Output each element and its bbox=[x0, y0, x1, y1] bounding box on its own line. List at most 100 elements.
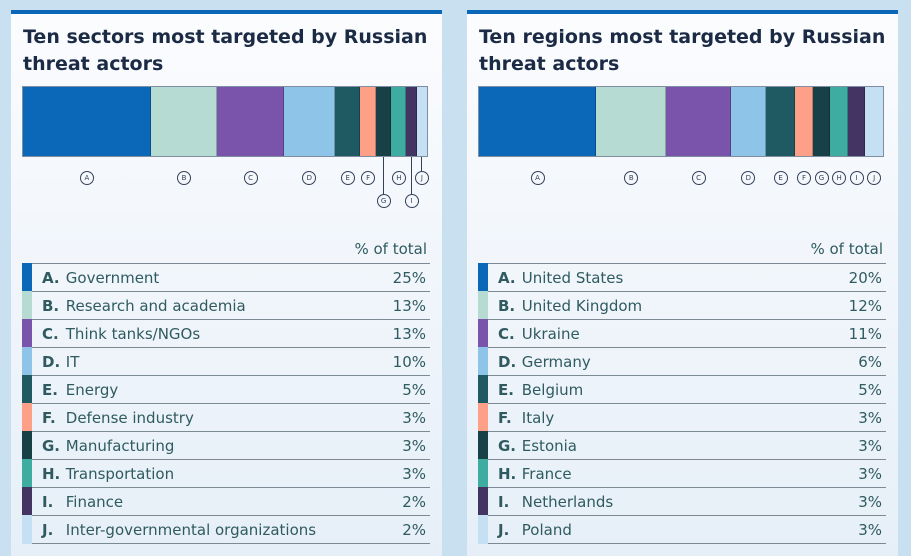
row-percent: 3% bbox=[858, 436, 882, 455]
row-name: Finance bbox=[61, 492, 124, 511]
bar-segment-i bbox=[847, 87, 866, 156]
bar-segment-d bbox=[730, 87, 766, 156]
segment-marker-g: G bbox=[376, 194, 391, 208]
row-letter: B. bbox=[42, 296, 60, 315]
color-swatch bbox=[22, 487, 32, 516]
color-swatch bbox=[478, 375, 488, 404]
color-swatch bbox=[22, 403, 32, 432]
table-row: F. Italy 3% bbox=[478, 403, 886, 432]
row-letter: E. bbox=[498, 380, 514, 399]
row-percent: 6% bbox=[858, 352, 882, 371]
row-percent: 10% bbox=[392, 352, 426, 371]
segment-marker-g: G bbox=[814, 171, 829, 185]
row-percent: 5% bbox=[858, 380, 882, 399]
bar-segment-g bbox=[812, 87, 831, 156]
bar-segment-e bbox=[334, 87, 361, 156]
row-name: Energy bbox=[61, 380, 119, 399]
segment-marker-b: B bbox=[624, 171, 639, 185]
bar-segment-i bbox=[406, 87, 417, 156]
table-row: I. Finance 2% bbox=[22, 487, 430, 516]
table-row: H. France 3% bbox=[478, 459, 886, 488]
color-swatch bbox=[22, 431, 32, 460]
row-letter: B. bbox=[498, 296, 516, 315]
color-swatch bbox=[478, 403, 488, 432]
table-row: C. Ukraine 11% bbox=[478, 319, 886, 348]
color-swatch bbox=[22, 319, 32, 348]
color-swatch bbox=[22, 291, 32, 320]
row-name: Estonia bbox=[517, 436, 577, 455]
bar-segment-c bbox=[217, 87, 284, 156]
bar-segment-g bbox=[375, 87, 392, 156]
row-letter: H. bbox=[42, 464, 61, 483]
row-label: B. United Kingdom bbox=[498, 297, 642, 315]
bar-segment-f bbox=[360, 87, 376, 156]
row-label: E. Belgium bbox=[498, 381, 583, 399]
row-label: D. IT bbox=[42, 353, 79, 371]
row-name: Research and academia bbox=[61, 296, 246, 315]
color-swatch bbox=[478, 263, 488, 292]
table-row: J. Inter-governmental organizations 2% bbox=[22, 515, 430, 544]
row-label: I. Netherlands bbox=[498, 493, 613, 511]
chart-title: Ten regions most targeted by Russian thr… bbox=[479, 26, 886, 75]
row-name: Netherlands bbox=[517, 492, 614, 511]
row-percent: 25% bbox=[392, 268, 426, 287]
row-name: Ukraine bbox=[517, 324, 580, 343]
bar-segment-b bbox=[596, 87, 667, 156]
row-label: A. United States bbox=[498, 269, 623, 287]
row-name: Poland bbox=[517, 520, 572, 539]
bar-segment-a bbox=[23, 87, 151, 156]
row-name: Manufacturing bbox=[61, 436, 175, 455]
sectors-panel: Ten sectors most targeted by Russian thr… bbox=[11, 10, 442, 556]
leader-line bbox=[421, 157, 423, 171]
segment-marker-a: A bbox=[530, 171, 545, 185]
table-row: J. Poland 3% bbox=[478, 515, 886, 544]
row-letter: I. bbox=[498, 492, 510, 511]
row-letter: I. bbox=[42, 492, 54, 511]
row-name: United States bbox=[517, 268, 624, 287]
legend-table: A. United States 20% B. United Kingdom 12% C… bbox=[478, 263, 886, 544]
row-label: H. Transportation bbox=[42, 465, 174, 483]
segment-marker-j: J bbox=[867, 171, 882, 185]
segment-marker-h: H bbox=[832, 171, 847, 185]
row-percent: 3% bbox=[402, 464, 426, 483]
row-name: IT bbox=[61, 352, 80, 371]
table-row: I. Netherlands 3% bbox=[478, 487, 886, 516]
table-row: E. Energy 5% bbox=[22, 375, 430, 404]
bar-segment-b bbox=[150, 87, 218, 156]
row-label: I. Finance bbox=[42, 493, 123, 511]
row-percent: 3% bbox=[858, 520, 882, 539]
row-percent: 3% bbox=[858, 492, 882, 511]
stacked-bar bbox=[478, 86, 884, 157]
row-label: A. Government bbox=[42, 269, 159, 287]
stacked-bar bbox=[22, 86, 428, 157]
row-letter: J. bbox=[498, 520, 510, 539]
segment-marker-e: E bbox=[340, 171, 355, 185]
row-name: Inter-governmental organizations bbox=[61, 520, 317, 539]
row-name: Government bbox=[61, 268, 160, 287]
table-row: D. Germany 6% bbox=[478, 347, 886, 376]
color-swatch bbox=[22, 459, 32, 488]
row-percent: 3% bbox=[858, 408, 882, 427]
color-swatch bbox=[478, 487, 488, 516]
bar-segment-a bbox=[479, 87, 597, 156]
row-letter: C. bbox=[498, 324, 515, 343]
row-label: F. Italy bbox=[498, 409, 554, 427]
row-label: D. Germany bbox=[498, 353, 591, 371]
row-letter: D. bbox=[498, 352, 517, 371]
row-label: J. Inter-governmental organizations bbox=[42, 521, 316, 539]
color-swatch bbox=[478, 319, 488, 348]
color-swatch bbox=[478, 347, 488, 376]
bar-segment-j bbox=[865, 87, 883, 156]
bar-segment-h bbox=[391, 87, 407, 156]
row-percent: 3% bbox=[402, 436, 426, 455]
segment-marker-c: C bbox=[243, 171, 258, 185]
color-swatch bbox=[22, 515, 32, 544]
bar-segment-e bbox=[765, 87, 796, 156]
table-row: F. Defense industry 3% bbox=[22, 403, 430, 432]
row-name: Germany bbox=[517, 352, 591, 371]
row-name: United Kingdom bbox=[517, 296, 643, 315]
row-letter: G. bbox=[498, 436, 517, 455]
row-name: Defense industry bbox=[61, 408, 194, 427]
row-name: Transportation bbox=[61, 464, 175, 483]
